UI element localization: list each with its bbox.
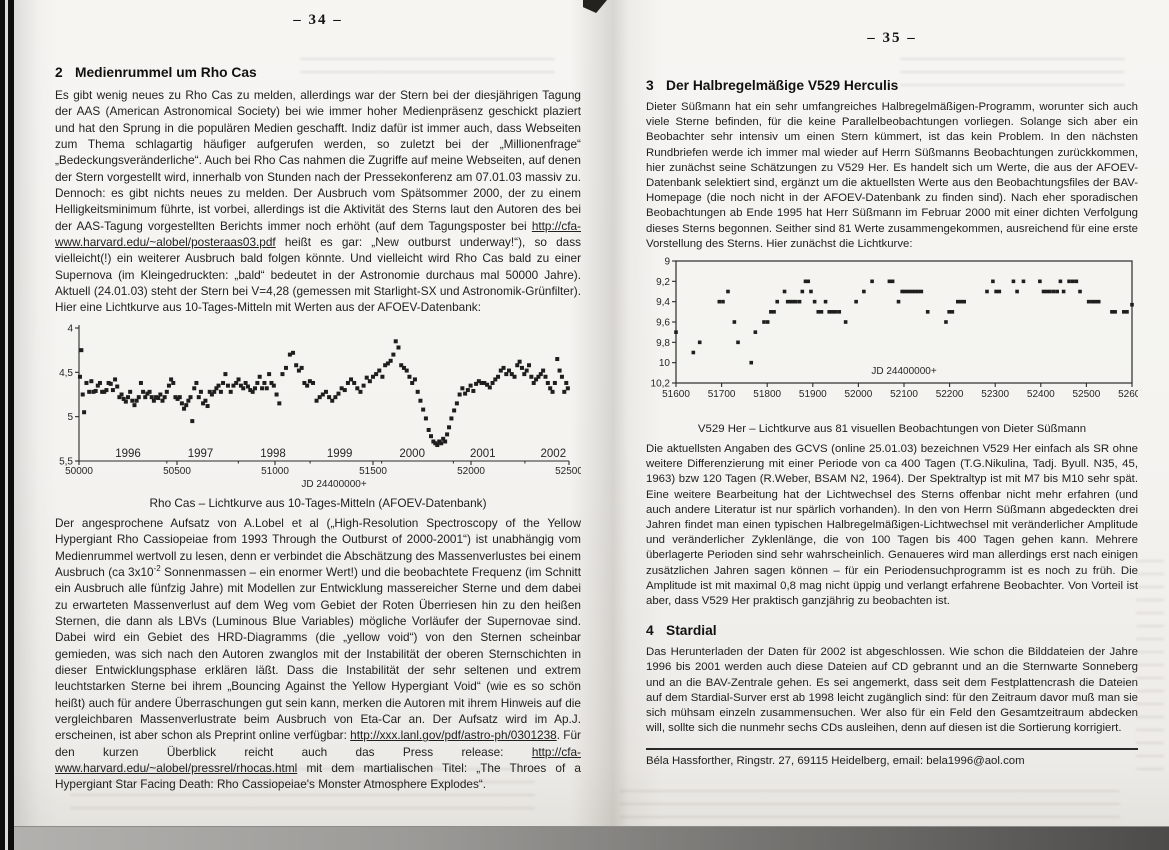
paragraph: Es gibt wenig neues zu Rho Cas zu melden… bbox=[55, 88, 581, 315]
svg-text:4,5: 4,5 bbox=[59, 368, 73, 379]
svg-text:1996: 1996 bbox=[115, 448, 141, 460]
svg-text:51900: 51900 bbox=[799, 389, 827, 400]
svg-text:1997: 1997 bbox=[188, 448, 214, 460]
page-number: – 35 – bbox=[867, 30, 917, 46]
scan-left-edge-strip bbox=[0, 0, 14, 850]
svg-text:2002: 2002 bbox=[541, 448, 567, 460]
svg-text:5,5: 5,5 bbox=[59, 456, 73, 467]
rho-cas-lightcurve-chart: 4 4,5 5 5,5 50000 50500 51000 51500 52000 52500 19… bbox=[55, 320, 583, 495]
section-number: 2 bbox=[55, 65, 63, 80]
svg-text:9: 9 bbox=[664, 257, 670, 268]
svg-text:51700: 51700 bbox=[708, 389, 736, 400]
page-edge-shading bbox=[14, 0, 58, 828]
svg-text:52200: 52200 bbox=[936, 389, 964, 400]
svg-text:9,4: 9,4 bbox=[656, 297, 670, 308]
svg-text:50500: 50500 bbox=[163, 466, 191, 477]
v529-her-lightcurve-chart: 9 9,2 9,4 9,6 9,8 10 10,2 51600 51700 51800 51900 5… bbox=[646, 256, 1147, 421]
paragraph: Der angesprochene Aufsatz von A.Lobel et… bbox=[55, 515, 581, 792]
svg-text:10,2: 10,2 bbox=[651, 379, 671, 390]
svg-text:51000: 51000 bbox=[261, 466, 289, 477]
svg-text:4: 4 bbox=[67, 323, 73, 334]
svg-text:51600: 51600 bbox=[662, 389, 690, 400]
scan-bottom-band bbox=[14, 826, 1169, 850]
svg-text:50000: 50000 bbox=[65, 466, 93, 477]
svg-text:52300: 52300 bbox=[981, 389, 1009, 400]
svg-text:9,6: 9,6 bbox=[656, 318, 670, 329]
svg-text:JD 24400000+: JD 24400000+ bbox=[871, 366, 936, 377]
page-34: – 34 – 2 Medienrummel um Rho Cas Es gibt … bbox=[55, 12, 583, 793]
svg-text:1999: 1999 bbox=[327, 448, 353, 460]
section-number: 3 bbox=[646, 78, 654, 93]
svg-text:52000: 52000 bbox=[457, 466, 485, 477]
svg-text:9,2: 9,2 bbox=[656, 277, 670, 288]
svg-text:2001: 2001 bbox=[470, 448, 496, 460]
paragraph: Dieter Süßmann hat ein sehr umfangreiche… bbox=[646, 101, 1138, 250]
svg-text:JD 24400000+: JD 24400000+ bbox=[301, 479, 366, 490]
section-heading-stardial: 4 Stardial bbox=[646, 623, 1138, 638]
svg-text:5: 5 bbox=[67, 412, 73, 423]
page-number: – 34 – bbox=[293, 12, 343, 28]
scan-edge-line bbox=[5, 0, 8, 850]
chart-caption: Rho Cas – Lichtkurve aus 10-Tages-Mittel… bbox=[149, 495, 487, 510]
section-heading-medienrummel: 2 Medienrummel um Rho Cas bbox=[55, 65, 581, 80]
svg-text:51500: 51500 bbox=[359, 466, 387, 477]
paper-background bbox=[14, 0, 1169, 828]
svg-text:52500: 52500 bbox=[555, 466, 581, 477]
section-title: Der Halbregelmäßige V529 Herculis bbox=[666, 78, 899, 93]
page-35: – 35 – 3 Der Halbregelmäßige V529 Herculi… bbox=[646, 30, 1147, 767]
svg-text:52100: 52100 bbox=[890, 389, 918, 400]
svg-text:51800: 51800 bbox=[753, 389, 781, 400]
svg-text:1998: 1998 bbox=[260, 448, 286, 460]
svg-text:10: 10 bbox=[659, 358, 671, 369]
svg-text:52600: 52600 bbox=[1118, 389, 1138, 400]
section-title: Medienrummel um Rho Cas bbox=[75, 65, 257, 80]
section-heading-v529-herculis: 3 Der Halbregelmäßige V529 Herculis bbox=[646, 78, 1138, 93]
section-title: Stardial bbox=[666, 623, 717, 639]
svg-text:2000: 2000 bbox=[399, 448, 425, 460]
chart-caption: V529 Her – Lichtkurve aus 81 visuellen B… bbox=[697, 423, 1087, 436]
page-gutter-shadow bbox=[570, 0, 662, 828]
editor-contact-footer: Béla Hassforther, Ringstr. 27, 69115 Hei… bbox=[646, 748, 1138, 767]
svg-text:9,8: 9,8 bbox=[656, 338, 670, 349]
svg-text:52400: 52400 bbox=[1027, 389, 1055, 400]
paragraph: Die aktuellsten Angaben des GCVS (online… bbox=[646, 443, 1138, 608]
svg-text:52500: 52500 bbox=[1072, 389, 1100, 400]
paragraph: Das Herunterladen der Daten für 2002 ist… bbox=[646, 646, 1138, 735]
svg-text:52000: 52000 bbox=[844, 389, 872, 400]
section-number: 4 bbox=[646, 623, 654, 639]
